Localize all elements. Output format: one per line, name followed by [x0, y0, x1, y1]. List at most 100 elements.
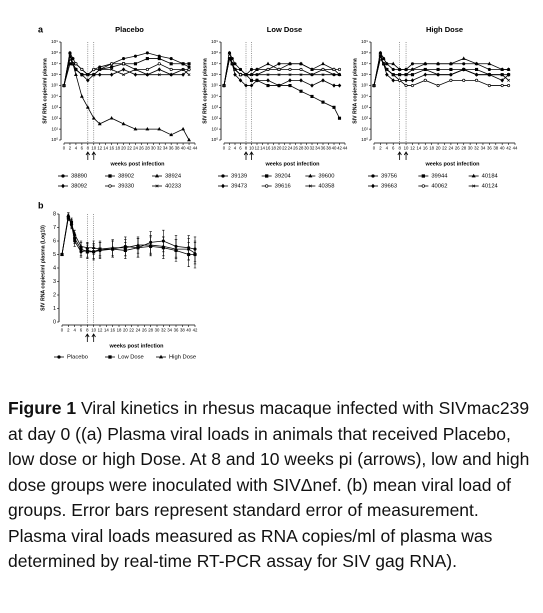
legend-label: 40233	[165, 184, 181, 190]
x-tick-label: 40	[186, 328, 191, 333]
data-point	[145, 51, 149, 55]
data-point	[423, 72, 428, 77]
x-tick-label: 8	[398, 146, 401, 151]
data-point	[86, 78, 90, 83]
x-tick-label: 12	[97, 146, 102, 151]
legend-marker	[57, 355, 61, 359]
x-tick-label: 22	[282, 146, 287, 151]
data-point	[133, 54, 138, 58]
data-point	[109, 72, 114, 77]
data-point	[382, 62, 386, 66]
y-tick-label: 10⁸	[361, 50, 368, 55]
y-tick-label: 10⁰	[51, 137, 58, 142]
data-point	[423, 61, 428, 66]
x-tick-label: 18	[271, 146, 276, 151]
data-point	[133, 72, 138, 77]
x-tick-label: 22	[129, 328, 134, 333]
data-point	[73, 72, 78, 76]
data-point	[500, 67, 505, 71]
data-point	[475, 73, 478, 77]
data-point	[462, 68, 466, 71]
x-tick-label: 14	[104, 328, 109, 333]
data-point	[266, 78, 270, 83]
y-tick-label: 10¹	[211, 126, 218, 131]
data-point	[157, 67, 162, 72]
x-tick-label: 12	[255, 146, 260, 151]
inoculation-arrow	[91, 333, 96, 342]
data-point	[381, 56, 386, 60]
data-point	[169, 57, 173, 61]
data-point	[299, 73, 303, 77]
data-point	[255, 67, 259, 71]
data-point	[222, 84, 226, 88]
data-point	[378, 50, 383, 55]
x-tick-label: 0	[223, 146, 226, 151]
data-point	[288, 78, 292, 83]
data-point	[299, 78, 303, 83]
data-point	[227, 54, 232, 58]
x-tick-label: 20	[123, 328, 128, 333]
x-tick-label: 4	[73, 328, 76, 333]
y-tick-label: 10⁹	[361, 39, 368, 44]
data-point	[410, 84, 415, 88]
data-point	[110, 62, 114, 66]
y-tick-label: 10⁵	[361, 83, 368, 88]
legend-label: 38890	[71, 174, 87, 180]
chart-title: Low Dose	[267, 25, 302, 34]
x-tick-label: 6	[392, 146, 395, 151]
figure: a b Placebo10⁰10¹10²10³10⁴10⁵10⁶10⁷10⁸10…	[38, 24, 518, 361]
data-point	[98, 65, 102, 69]
legend-marker	[472, 184, 476, 188]
data-point	[423, 68, 427, 71]
x-tick-label: 44	[343, 146, 348, 151]
inoculation-arrow	[85, 333, 90, 342]
legend-marker	[471, 173, 476, 178]
legend-label: 39330	[118, 184, 134, 190]
data-point	[391, 61, 396, 66]
legend-label: 39944	[431, 174, 448, 180]
x-tick-label: 26	[139, 146, 144, 151]
data-point	[310, 67, 314, 71]
legend-label: 38092	[71, 184, 87, 190]
x-tick-label: 6	[81, 146, 84, 151]
caption-label: Figure 1	[8, 398, 77, 418]
y-tick-label: 10²	[361, 115, 368, 120]
series-line	[373, 57, 509, 86]
y-tick-label: 10⁷	[51, 61, 58, 66]
data-point	[436, 84, 440, 88]
x-tick-label: 28	[145, 146, 150, 151]
data-point	[98, 246, 102, 251]
x-tick-label: 24	[133, 146, 138, 151]
data-point	[255, 73, 259, 77]
data-point	[244, 83, 248, 88]
y-tick-label: 10¹	[51, 126, 58, 131]
data-point	[321, 67, 325, 72]
x-tick-label: 40	[332, 146, 337, 151]
x-tick-label: 16	[110, 328, 115, 333]
x-tick-label: 32	[161, 328, 166, 333]
data-point	[423, 78, 427, 82]
x-tick-label: 38	[326, 146, 331, 151]
x-tick-label: 34	[163, 146, 168, 151]
data-point	[148, 242, 153, 247]
data-point	[288, 61, 292, 66]
chart-title: High Dose	[426, 25, 463, 34]
data-point	[500, 78, 504, 83]
data-point	[72, 232, 77, 236]
data-point	[145, 67, 149, 72]
y-tick-label: 10⁹	[51, 39, 58, 44]
data-point	[391, 67, 395, 72]
data-point	[174, 246, 178, 251]
data-point	[500, 84, 504, 88]
legend-label: 39139	[231, 174, 247, 180]
y-tick-label: 10⁶	[211, 72, 218, 77]
y-tick-label: 10⁶	[51, 72, 58, 77]
x-tick-label: 12	[410, 146, 415, 151]
y-tick-label: 2	[53, 292, 56, 298]
data-point	[66, 213, 71, 217]
x-tick-label: 14	[103, 146, 108, 151]
series-line	[61, 215, 196, 255]
legend-label: Placebo	[67, 355, 88, 361]
series-line	[223, 57, 340, 119]
